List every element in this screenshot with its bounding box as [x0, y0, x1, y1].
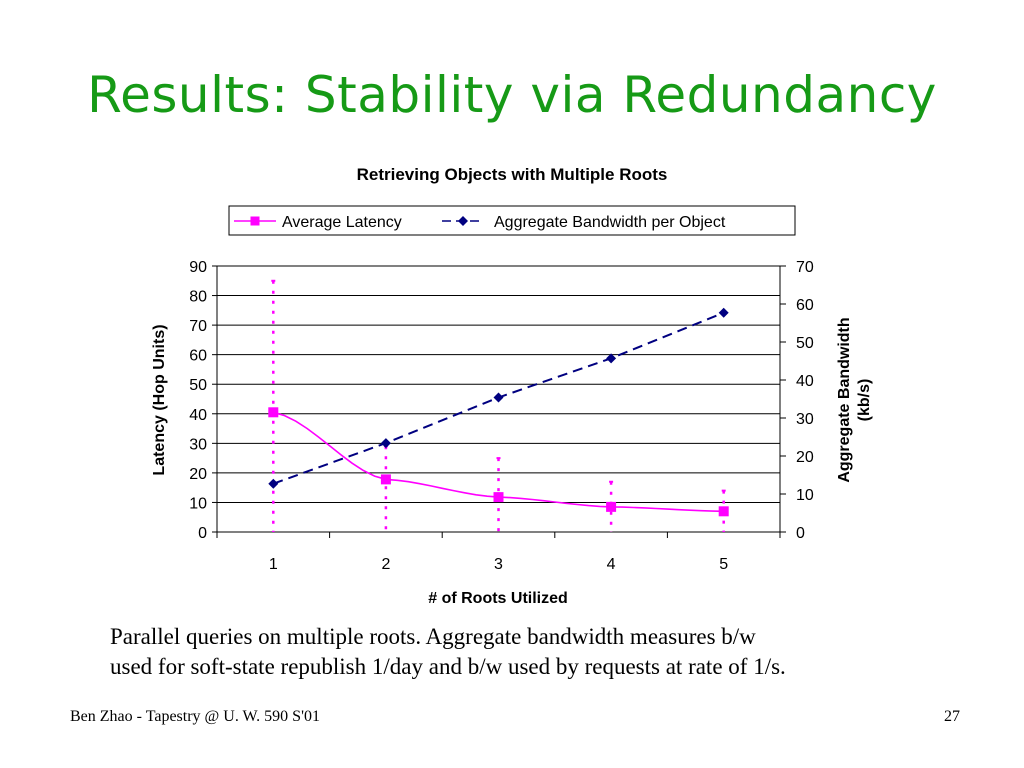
- y-tick-label-right: 70: [796, 259, 814, 276]
- bandwidth-point: [718, 307, 729, 318]
- x-tick-label: 1: [269, 556, 278, 573]
- series-layer: [268, 279, 729, 532]
- legend-latency-label: Average Latency: [282, 214, 402, 231]
- x-tick-label: 3: [494, 556, 503, 573]
- x-axis-label: # of Roots Utilized: [428, 590, 568, 607]
- caption: Parallel queries on multiple roots. Aggr…: [110, 622, 990, 682]
- legend: Average Latency Aggregate Bandwidth per …: [228, 205, 796, 236]
- x-tick-label: 4: [607, 556, 616, 573]
- gridlines: [217, 265, 780, 503]
- y-tick-label-left: 60: [189, 348, 207, 365]
- y-tick-label-right: 20: [796, 449, 814, 466]
- latency-point: [718, 506, 729, 517]
- legend-bandwidth-marker: [458, 216, 468, 226]
- y-tick-label-left: 10: [189, 495, 207, 512]
- y-axis-label-right-line2: (kb/s): [856, 379, 873, 422]
- footer-credit: Ben Zhao - Tapestry @ U. W. 590 S'01: [70, 708, 320, 725]
- chart: Retrieving Objects with Multiple Roots A…: [151, 165, 873, 607]
- y-tick-label-left: 40: [189, 407, 207, 424]
- bandwidth-point: [380, 438, 391, 449]
- y-axis-label-left: Latency (Hop Units): [151, 324, 168, 475]
- page-number: 27: [944, 708, 960, 725]
- y-tick-label-left: 30: [189, 436, 207, 453]
- y-tick-label-right: 0: [796, 525, 805, 542]
- y-tick-label-right: 50: [796, 335, 814, 352]
- caption-line-2: used for soft-state republish 1/day and …: [110, 654, 786, 679]
- y-tick-label-right: 60: [796, 297, 814, 314]
- y-tick-label-left: 90: [189, 259, 207, 276]
- legend-latency-marker: [250, 216, 260, 226]
- y-tick-label-left: 50: [189, 377, 207, 394]
- y-tick-label-left: 70: [189, 318, 207, 335]
- bandwidth-point: [268, 478, 279, 489]
- y-tick-label-left: 80: [189, 289, 207, 306]
- y-tick-label-right: 10: [796, 487, 814, 504]
- latency-point: [268, 407, 279, 418]
- tick-labels: 0 10 20 30 40 50 60 70 80 90 0 10 20 30 40 50 60 70 1 2 3 4 5: [189, 259, 814, 573]
- x-tick-label: 5: [719, 556, 728, 573]
- axes: [212, 265, 786, 538]
- y-tick-label-left: 20: [189, 466, 207, 483]
- latency-point: [380, 474, 391, 485]
- latency-point: [606, 501, 617, 512]
- chart-title: Retrieving Objects with Multiple Roots: [357, 165, 668, 184]
- legend-bandwidth-label: Aggregate Bandwidth per Object: [494, 214, 726, 231]
- latency-point: [493, 492, 504, 503]
- legend-box: [228, 205, 796, 236]
- x-tick-label: 2: [381, 556, 390, 573]
- bandwidth-point: [606, 353, 617, 364]
- y-axis-label-right-line1: Aggregate Bandwidth: [836, 317, 853, 482]
- bandwidth-point: [493, 392, 504, 403]
- y-tick-label-right: 40: [796, 373, 814, 390]
- y-tick-label-right: 30: [796, 411, 814, 428]
- slide-title: Results: Stability via Redundancy: [87, 66, 937, 124]
- y-tick-label-left: 0: [198, 525, 207, 542]
- caption-line-1: Parallel queries on multiple roots. Aggr…: [110, 624, 756, 649]
